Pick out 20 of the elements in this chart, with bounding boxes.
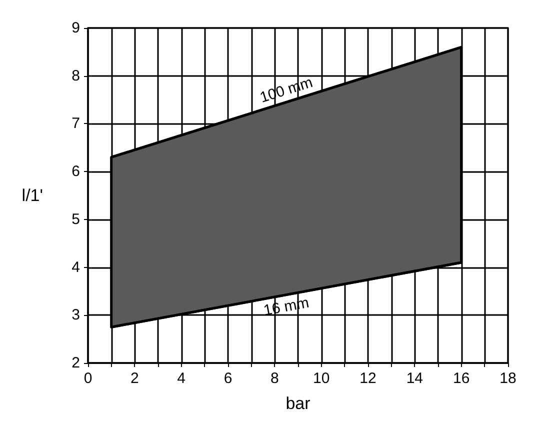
x-tick-label: 4 (177, 370, 186, 387)
y-tick-label: 6 (72, 163, 80, 180)
x-tick-label: 16 (452, 370, 470, 387)
x-tick-label: 8 (270, 370, 279, 387)
x-axis-title: bar (286, 394, 311, 413)
y-tick-label: 3 (72, 306, 80, 324)
y-tick-label: 8 (72, 67, 80, 84)
x-tick-label: 10 (312, 370, 330, 387)
x-tick-label: 0 (84, 370, 92, 387)
x-tick-label: 6 (224, 370, 232, 387)
y-tick-label: 7 (72, 115, 80, 132)
y-axis-title: l/1' (22, 186, 43, 205)
y-tick-label: 9 (72, 20, 80, 36)
y-tick-label: 4 (72, 258, 80, 276)
y-tick-label: 2 (72, 354, 80, 372)
x-tick-label: 12 (360, 370, 376, 387)
x-tick-label: 18 (500, 370, 516, 387)
x-tick-label: 14 (406, 370, 424, 387)
y-tick-label: 5 (72, 210, 80, 228)
x-tick-label: 2 (130, 370, 139, 387)
